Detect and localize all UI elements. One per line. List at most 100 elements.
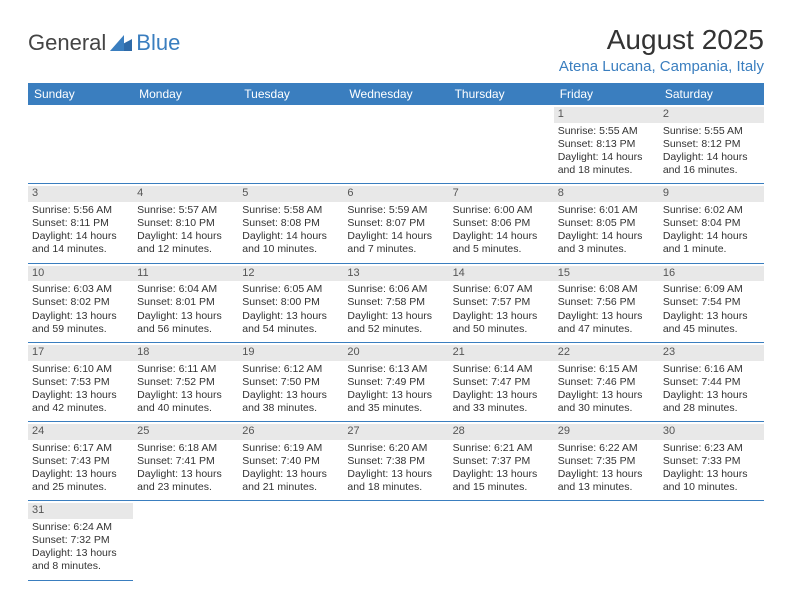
- calendar-day-cell: 17Sunrise: 6:10 AMSunset: 7:53 PMDayligh…: [28, 342, 133, 421]
- calendar-day-cell: 4Sunrise: 5:57 AMSunset: 8:10 PMDaylight…: [133, 184, 238, 263]
- daylight-line: Daylight: 13 hours and 18 minutes.: [347, 468, 444, 494]
- calendar-day-cell: 22 Sunrise: 6:15 AMSunset: 7:46 PMDayligh…: [554, 342, 659, 421]
- daylight-line: Daylight: 14 hours and 5 minutes.: [453, 230, 550, 256]
- sunset-line: Sunset: 7:41 PM: [137, 455, 234, 468]
- daylight-line: Daylight: 14 hours and 16 minutes.: [663, 151, 760, 177]
- sunrise-line: Sunrise: 5:55 AM: [558, 125, 655, 138]
- weekday-header: Friday: [554, 83, 659, 105]
- day-number: 28: [449, 424, 554, 440]
- daylight-line: Daylight: 13 hours and 59 minutes.: [32, 310, 129, 336]
- sunset-line: Sunset: 7:58 PM: [347, 296, 444, 309]
- sunset-line: Sunset: 7:50 PM: [242, 376, 339, 389]
- sunrise-line: Sunrise: 6:16 AM: [663, 363, 760, 376]
- calendar-day-cell: 12Sunrise: 6:05 AMSunset: 8:00 PMDayligh…: [238, 263, 343, 342]
- day-number: 25: [133, 424, 238, 440]
- page: General Blue August 2025 Atena Lucana, C…: [0, 0, 792, 605]
- daylight-line: Daylight: 14 hours and 3 minutes.: [558, 230, 655, 256]
- calendar-day-cell: 28 Sunrise: 6:21 AMSunset: 7:37 PMDayligh…: [449, 422, 554, 501]
- day-number: 30: [659, 424, 764, 440]
- calendar-day-cell: [238, 105, 343, 184]
- day-number: 17: [28, 345, 133, 361]
- calendar-day-cell: [133, 105, 238, 184]
- daylight-line: Daylight: 14 hours and 18 minutes.: [558, 151, 655, 177]
- sunrise-line: Sunrise: 6:21 AM: [453, 442, 550, 455]
- daylight-line: Daylight: 14 hours and 10 minutes.: [242, 230, 339, 256]
- calendar-day-cell: [28, 105, 133, 184]
- sunrise-line: Sunrise: 5:58 AM: [242, 204, 339, 217]
- sunrise-line: Sunrise: 6:05 AM: [242, 283, 339, 296]
- sunset-line: Sunset: 7:37 PM: [453, 455, 550, 468]
- sunset-line: Sunset: 8:12 PM: [663, 138, 760, 151]
- daylight-line: Daylight: 13 hours and 45 minutes.: [663, 310, 760, 336]
- sunrise-line: Sunrise: 6:18 AM: [137, 442, 234, 455]
- daylight-line: Daylight: 13 hours and 52 minutes.: [347, 310, 444, 336]
- sunset-line: Sunset: 8:06 PM: [453, 217, 550, 230]
- calendar-week-row: 3Sunrise: 5:56 AMSunset: 8:11 PMDaylight…: [28, 184, 764, 263]
- sunset-line: Sunset: 7:54 PM: [663, 296, 760, 309]
- sunset-line: Sunset: 7:52 PM: [137, 376, 234, 389]
- daylight-line: Daylight: 13 hours and 47 minutes.: [558, 310, 655, 336]
- daylight-line: Daylight: 13 hours and 50 minutes.: [453, 310, 550, 336]
- sunset-line: Sunset: 8:10 PM: [137, 217, 234, 230]
- sunrise-line: Sunrise: 5:59 AM: [347, 204, 444, 217]
- logo-text-1: General: [28, 30, 106, 56]
- sunrise-line: Sunrise: 5:55 AM: [663, 125, 760, 138]
- daylight-line: Daylight: 13 hours and 25 minutes.: [32, 468, 129, 494]
- calendar-day-cell: [238, 501, 343, 580]
- sunset-line: Sunset: 8:07 PM: [347, 217, 444, 230]
- sunrise-line: Sunrise: 5:56 AM: [32, 204, 129, 217]
- day-number: 19: [238, 345, 343, 361]
- day-number: 4: [133, 186, 238, 202]
- day-number: 26: [238, 424, 343, 440]
- daylight-line: Daylight: 13 hours and 15 minutes.: [453, 468, 550, 494]
- daylight-line: Daylight: 13 hours and 23 minutes.: [137, 468, 234, 494]
- header: General Blue August 2025 Atena Lucana, C…: [28, 24, 764, 75]
- daylight-line: Daylight: 13 hours and 38 minutes.: [242, 389, 339, 415]
- calendar-table: SundayMondayTuesdayWednesdayThursdayFrid…: [28, 83, 764, 581]
- daylight-line: Daylight: 13 hours and 28 minutes.: [663, 389, 760, 415]
- sunset-line: Sunset: 7:56 PM: [558, 296, 655, 309]
- calendar-day-cell: 30 Sunrise: 6:23 AMSunset: 7:33 PMDayligh…: [659, 422, 764, 501]
- weekday-header: Saturday: [659, 83, 764, 105]
- calendar-day-cell: 2Sunrise: 5:55 AMSunset: 8:12 PMDaylight…: [659, 105, 764, 184]
- calendar-week-row: 17Sunrise: 6:10 AMSunset: 7:53 PMDayligh…: [28, 342, 764, 421]
- calendar-day-cell: [659, 501, 764, 580]
- daylight-line: Daylight: 13 hours and 10 minutes.: [663, 468, 760, 494]
- daylight-line: Daylight: 13 hours and 56 minutes.: [137, 310, 234, 336]
- day-number: 6: [343, 186, 448, 202]
- day-number: 29: [554, 424, 659, 440]
- sunset-line: Sunset: 7:33 PM: [663, 455, 760, 468]
- calendar-day-cell: 11Sunrise: 6:04 AMSunset: 8:01 PMDayligh…: [133, 263, 238, 342]
- calendar-day-cell: 14Sunrise: 6:07 AMSunset: 7:57 PMDayligh…: [449, 263, 554, 342]
- sunset-line: Sunset: 7:32 PM: [32, 534, 129, 547]
- sunrise-line: Sunrise: 6:02 AM: [663, 204, 760, 217]
- sunrise-line: Sunrise: 6:01 AM: [558, 204, 655, 217]
- calendar-day-cell: 23Sunrise: 6:16 AMSunset: 7:44 PMDayligh…: [659, 342, 764, 421]
- sunrise-line: Sunrise: 6:03 AM: [32, 283, 129, 296]
- sunrise-line: Sunrise: 6:15 AM: [558, 363, 655, 376]
- calendar-day-cell: 1Sunrise: 5:55 AMSunset: 8:13 PMDaylight…: [554, 105, 659, 184]
- calendar-day-cell: 24Sunrise: 6:17 AMSunset: 7:43 PMDayligh…: [28, 422, 133, 501]
- sunrise-line: Sunrise: 6:12 AM: [242, 363, 339, 376]
- sunset-line: Sunset: 7:46 PM: [558, 376, 655, 389]
- calendar-day-cell: 8Sunrise: 6:01 AMSunset: 8:05 PMDaylight…: [554, 184, 659, 263]
- calendar-body: 1Sunrise: 5:55 AMSunset: 8:13 PMDaylight…: [28, 105, 764, 580]
- sunset-line: Sunset: 7:53 PM: [32, 376, 129, 389]
- sunrise-line: Sunrise: 6:23 AM: [663, 442, 760, 455]
- day-number: 21: [449, 345, 554, 361]
- calendar-week-row: 31Sunrise: 6:24 AMSunset: 7:32 PMDayligh…: [28, 501, 764, 580]
- daylight-line: Daylight: 13 hours and 30 minutes.: [558, 389, 655, 415]
- weekday-header: Sunday: [28, 83, 133, 105]
- calendar-day-cell: 13Sunrise: 6:06 AMSunset: 7:58 PMDayligh…: [343, 263, 448, 342]
- sunset-line: Sunset: 8:13 PM: [558, 138, 655, 151]
- day-number: 3: [28, 186, 133, 202]
- sunrise-line: Sunrise: 6:07 AM: [453, 283, 550, 296]
- weekday-header: Wednesday: [343, 83, 448, 105]
- calendar-day-cell: 7Sunrise: 6:00 AMSunset: 8:06 PMDaylight…: [449, 184, 554, 263]
- sunset-line: Sunset: 8:04 PM: [663, 217, 760, 230]
- day-number: 22: [554, 345, 659, 361]
- sunrise-line: Sunrise: 6:19 AM: [242, 442, 339, 455]
- day-number: 14: [449, 266, 554, 282]
- sunrise-line: Sunrise: 6:04 AM: [137, 283, 234, 296]
- sunset-line: Sunset: 7:47 PM: [453, 376, 550, 389]
